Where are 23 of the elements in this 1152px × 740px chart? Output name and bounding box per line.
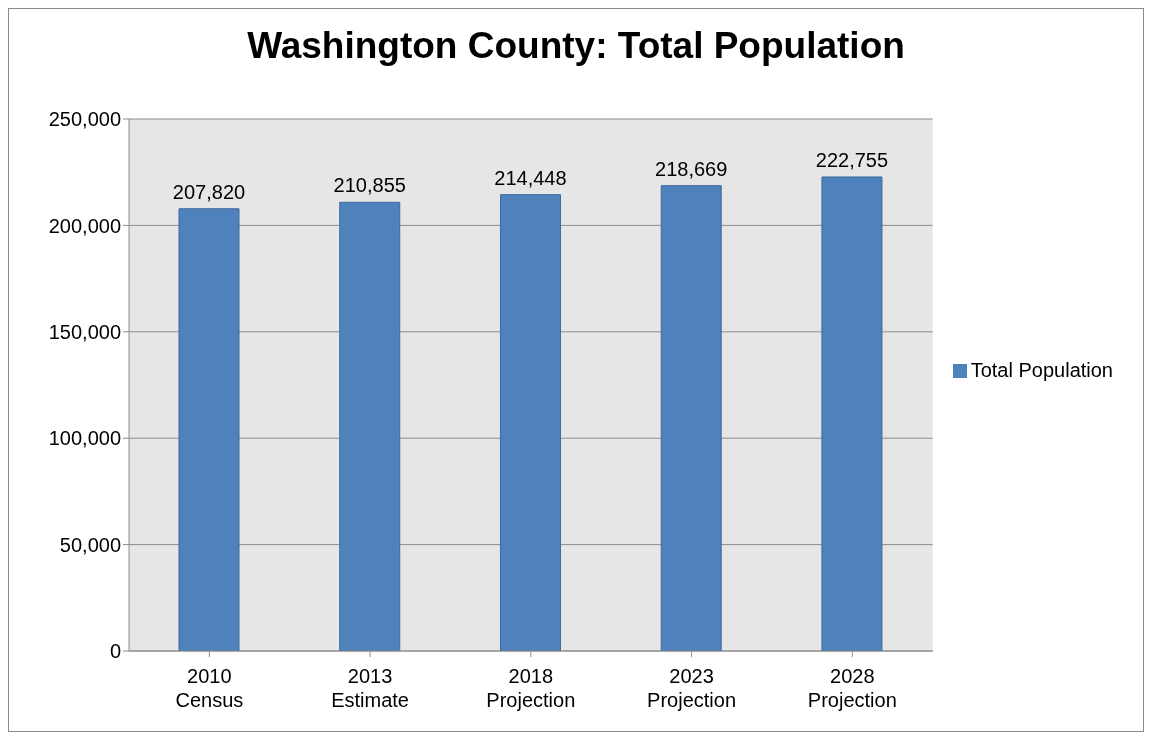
- y-tick-label: 150,000: [48, 320, 121, 343]
- bar: [660, 185, 722, 651]
- data-label: 222,755: [815, 148, 889, 171]
- y-tick-label: 50,000: [59, 533, 121, 556]
- y-tick-label: 200,000: [48, 214, 121, 237]
- bar: [821, 176, 883, 651]
- chart-title: Washington County: Total Population: [246, 25, 906, 67]
- bar: [178, 208, 240, 651]
- bar: [339, 201, 401, 651]
- bar: [499, 194, 561, 651]
- y-tick-label: 0: [109, 640, 121, 663]
- x-tick-label: 2018 Projection: [486, 665, 576, 711]
- y-tick-label: 100,000: [48, 427, 121, 450]
- x-tick-label: 2010 Census: [175, 665, 244, 711]
- data-label: 218,669: [655, 157, 728, 180]
- data-label: 214,448: [494, 166, 567, 189]
- x-tick-label: 2028 Projection: [807, 665, 897, 711]
- data-label: 207,820: [172, 180, 246, 203]
- y-tick-label: 250,000: [48, 108, 121, 131]
- x-tick-label: 2023 Projection: [647, 665, 737, 711]
- data-label: 210,855: [333, 174, 406, 197]
- legend-label: Total Population: [970, 358, 1113, 381]
- x-tick-label: 2013 Estimate: [331, 665, 410, 711]
